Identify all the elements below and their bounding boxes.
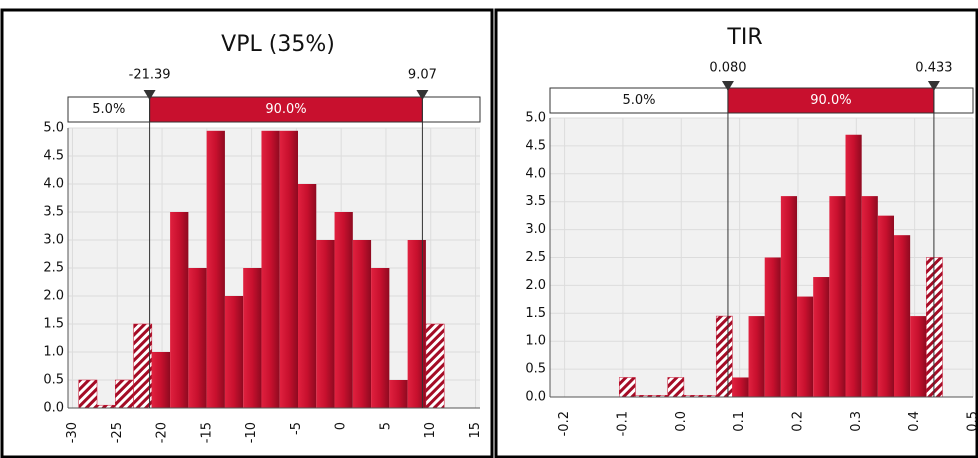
histogram-bar <box>894 235 911 397</box>
y-tick-label: 2.0 <box>525 278 546 293</box>
x-tick-label: -10 <box>244 422 259 443</box>
histogram-bar <box>352 240 372 408</box>
histogram-bar <box>715 315 733 398</box>
x-tick-label: 0.1 <box>732 411 747 432</box>
y-tick-label: 1.0 <box>525 334 546 349</box>
x-tick-label: 5 <box>378 422 393 430</box>
histogram-bar <box>910 316 927 397</box>
histogram-bar <box>389 380 408 408</box>
histogram-bar <box>667 377 685 398</box>
histogram-bar <box>877 215 895 397</box>
percent-label: 90.0% <box>810 93 851 108</box>
y-tick-label: 3.0 <box>43 233 64 248</box>
y-tick-label: 0.5 <box>43 373 64 388</box>
histogram-bar <box>619 377 636 398</box>
y-tick-label: 4.0 <box>43 177 64 192</box>
y-tick-label: 0.0 <box>525 390 546 405</box>
percent-label: 5.0% <box>622 93 655 108</box>
y-tick-label: 4.0 <box>525 166 546 181</box>
histogram-bar <box>861 196 878 397</box>
y-tick-label: 2.5 <box>525 250 546 265</box>
x-tick-label: -5 <box>289 422 304 435</box>
y-tick-label: 3.5 <box>525 194 546 209</box>
x-tick-label: -0.1 <box>615 411 630 436</box>
marker-handle <box>927 81 940 91</box>
histogram-bar <box>206 130 225 409</box>
y-tick-label: 5.0 <box>525 111 546 126</box>
histogram-bar <box>133 323 153 409</box>
percent-segment <box>149 96 423 123</box>
histogram-bar <box>425 323 445 409</box>
histogram-bar <box>316 240 335 408</box>
histogram-bar <box>829 196 846 397</box>
histogram-bar <box>151 352 171 408</box>
x-tick-label: 0.2 <box>790 411 805 432</box>
histogram-bar <box>243 268 262 408</box>
percent-label: 5.0% <box>92 102 125 117</box>
x-tick-label: 10 <box>423 422 438 439</box>
x-tick-label: -30 <box>65 422 80 443</box>
y-tick-label: 2.5 <box>43 261 64 276</box>
y-tick-label: 4.5 <box>43 149 64 164</box>
marker-label: 0.433 <box>915 61 952 76</box>
marker-handle <box>416 90 429 100</box>
histogram-bar <box>115 379 134 409</box>
x-tick-label: 0.4 <box>907 411 922 432</box>
histogram-bar <box>732 377 749 397</box>
histogram-bar <box>813 277 830 397</box>
x-tick-label: -15 <box>199 422 214 443</box>
y-tick-label: 3.5 <box>43 205 64 220</box>
percent-segment <box>67 96 151 123</box>
histogram-bar <box>224 296 244 408</box>
histogram-bar <box>334 212 353 408</box>
marker-label: 9.07 <box>408 68 437 83</box>
histogram-bar <box>797 296 814 397</box>
percent-segment <box>933 87 974 114</box>
marker-label: -21.39 <box>129 68 171 83</box>
x-tick-label: -25 <box>110 422 125 443</box>
marker-label: 0.080 <box>709 61 746 76</box>
x-tick-label: 0.0 <box>674 411 689 432</box>
histogram-bar <box>845 134 862 398</box>
marker-handle <box>143 90 156 100</box>
percent-segment <box>421 96 481 123</box>
y-tick-label: 0.5 <box>525 362 546 377</box>
histogram-bar <box>748 316 765 397</box>
histogram-bar <box>764 257 781 397</box>
x-tick-label: -20 <box>155 422 170 443</box>
histogram-bar <box>279 130 299 409</box>
histogram-bar <box>371 268 390 408</box>
x-tick-label: -0.2 <box>557 411 572 436</box>
histogram-bar <box>78 379 98 409</box>
y-tick-label: 5.0 <box>43 121 64 136</box>
percent-segment <box>727 87 935 114</box>
percent-segment <box>549 87 729 114</box>
y-tick-label: 0.0 <box>43 401 64 416</box>
x-tick-label: 0.3 <box>849 411 864 432</box>
histogram-bar <box>188 268 207 408</box>
histogram-bar <box>780 196 798 397</box>
chart-title: VPL (35%) <box>221 32 335 57</box>
histogram-bar <box>261 130 280 409</box>
y-tick-label: 1.0 <box>43 345 64 360</box>
histogram-bar <box>407 240 426 408</box>
y-tick-label: 4.5 <box>525 138 546 153</box>
y-tick-label: 1.5 <box>43 317 64 332</box>
chart-title: TIR <box>726 25 762 50</box>
y-tick-label: 1.5 <box>525 306 546 321</box>
percent-label: 90.0% <box>265 102 306 117</box>
y-tick-label: 2.0 <box>43 289 64 304</box>
x-tick-label: 0 <box>334 422 349 430</box>
histogram-bar <box>298 184 317 408</box>
x-tick-label: 15 <box>468 422 483 439</box>
histogram-bar <box>170 212 189 408</box>
marker-handle <box>721 81 734 91</box>
x-tick-label: 0.5 <box>966 411 978 432</box>
y-tick-label: 3.0 <box>525 222 546 237</box>
